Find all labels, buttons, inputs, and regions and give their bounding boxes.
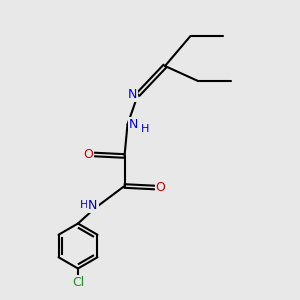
Text: O: O: [84, 148, 93, 161]
Text: N: N: [128, 88, 137, 101]
Text: H: H: [80, 200, 88, 211]
Text: O: O: [156, 181, 165, 194]
Text: N: N: [88, 199, 98, 212]
Text: H: H: [141, 124, 149, 134]
Text: Cl: Cl: [72, 275, 84, 289]
Text: N: N: [129, 118, 138, 131]
